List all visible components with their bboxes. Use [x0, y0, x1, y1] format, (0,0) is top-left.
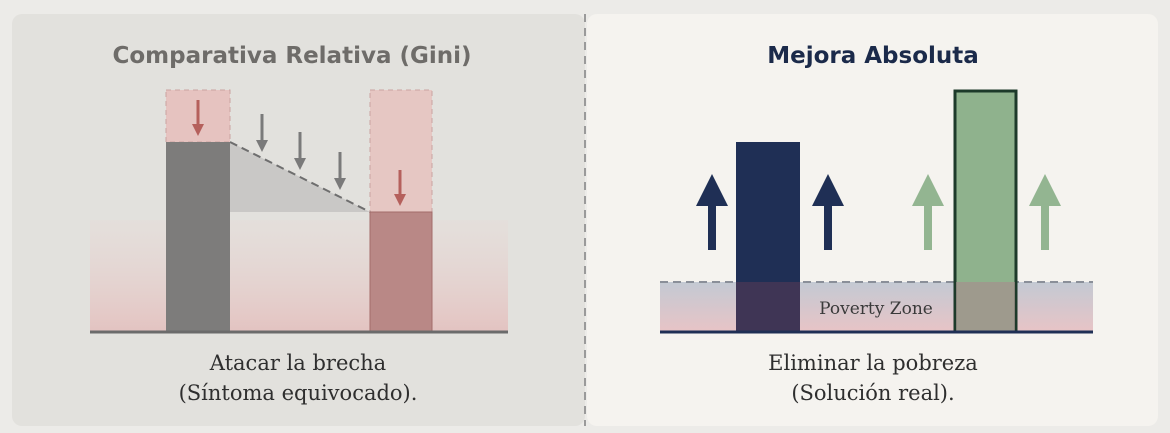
- left-title: Comparativa Relativa (Gini): [112, 43, 471, 69]
- left-caption: Atacar la brecha: [209, 351, 386, 375]
- gap-zone: [90, 220, 508, 332]
- right-caption: (Solución real).: [791, 381, 954, 405]
- bar-poor: [369, 211, 433, 333]
- zone-label: Poverty Zone: [819, 299, 933, 319]
- poverty-zone: [660, 282, 1093, 332]
- right-caption: Eliminar la pobreza: [768, 351, 978, 375]
- bar-rich: [166, 142, 230, 332]
- bar-navy-zone: [736, 282, 800, 332]
- right-title: Mejora Absoluta: [767, 43, 979, 69]
- gap-line: [229, 141, 371, 213]
- navy-arrows: [696, 174, 844, 250]
- left-caption: (Síntoma equivocado).: [179, 381, 418, 405]
- bar-green-zone: [956, 282, 1015, 332]
- green-arrows: [912, 174, 1061, 250]
- gray-arrows: [256, 114, 346, 190]
- red-arrows: [192, 100, 406, 206]
